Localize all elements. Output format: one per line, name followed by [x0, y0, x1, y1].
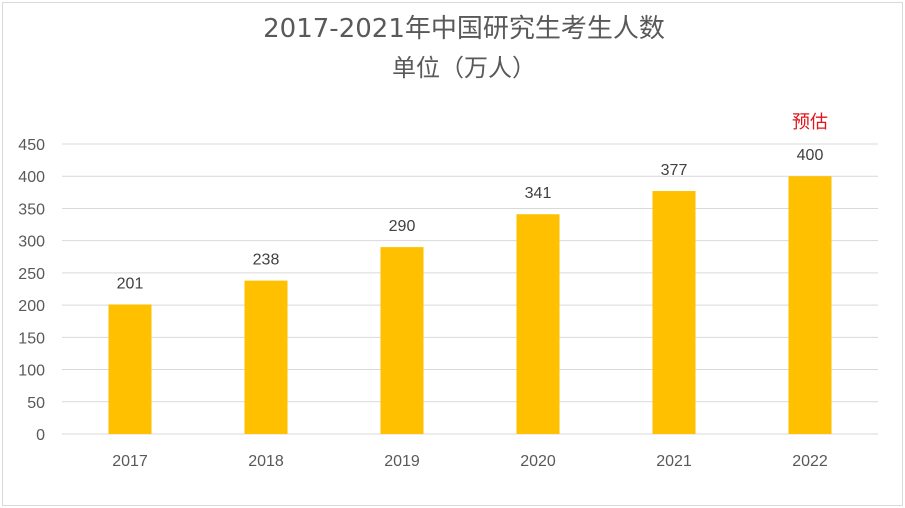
data-label: 400	[797, 147, 824, 164]
bar	[380, 247, 424, 434]
bar	[788, 176, 832, 434]
estimate-annotation: 预估	[792, 112, 828, 133]
chart-title: 2017-2021年中国研究生考生人数	[263, 14, 665, 44]
y-tick-label: 450	[18, 137, 45, 154]
data-label: 201	[117, 275, 144, 292]
x-tick-label: 2021	[656, 453, 692, 470]
bar	[516, 214, 560, 434]
x-tick-label: 2020	[520, 453, 556, 470]
y-tick-label: 50	[27, 395, 45, 412]
y-tick-label: 200	[18, 298, 45, 315]
bar	[108, 304, 152, 434]
data-label: 238	[253, 252, 280, 269]
bar	[244, 280, 288, 434]
x-axis-ticks: 2017 2018 2019 2020 2021 2022	[112, 453, 828, 470]
data-label: 290	[389, 218, 416, 235]
gridlines	[62, 143, 878, 435]
y-tick-label: 300	[18, 234, 45, 251]
x-tick-label: 2018	[248, 453, 284, 470]
y-tick-label: 350	[18, 201, 45, 218]
y-tick-label: 0	[36, 427, 45, 444]
x-tick-label: 2019	[384, 453, 420, 470]
y-tick-label: 250	[18, 266, 45, 283]
y-tick-label: 100	[18, 363, 45, 380]
bar	[652, 191, 696, 434]
data-label: 341	[525, 185, 552, 202]
x-tick-label: 2022	[792, 453, 828, 470]
bars	[108, 176, 832, 434]
data-label: 377	[661, 162, 688, 179]
y-tick-label: 150	[18, 330, 45, 347]
y-axis-ticks: 0 50 100 150 200 250 300 350 400 450	[18, 137, 45, 444]
chart-subtitle: 单位（万人）	[392, 54, 536, 82]
x-tick-label: 2017	[112, 453, 148, 470]
y-tick-label: 400	[18, 169, 45, 186]
data-labels: 201 238 290 341 377 400	[117, 147, 824, 292]
